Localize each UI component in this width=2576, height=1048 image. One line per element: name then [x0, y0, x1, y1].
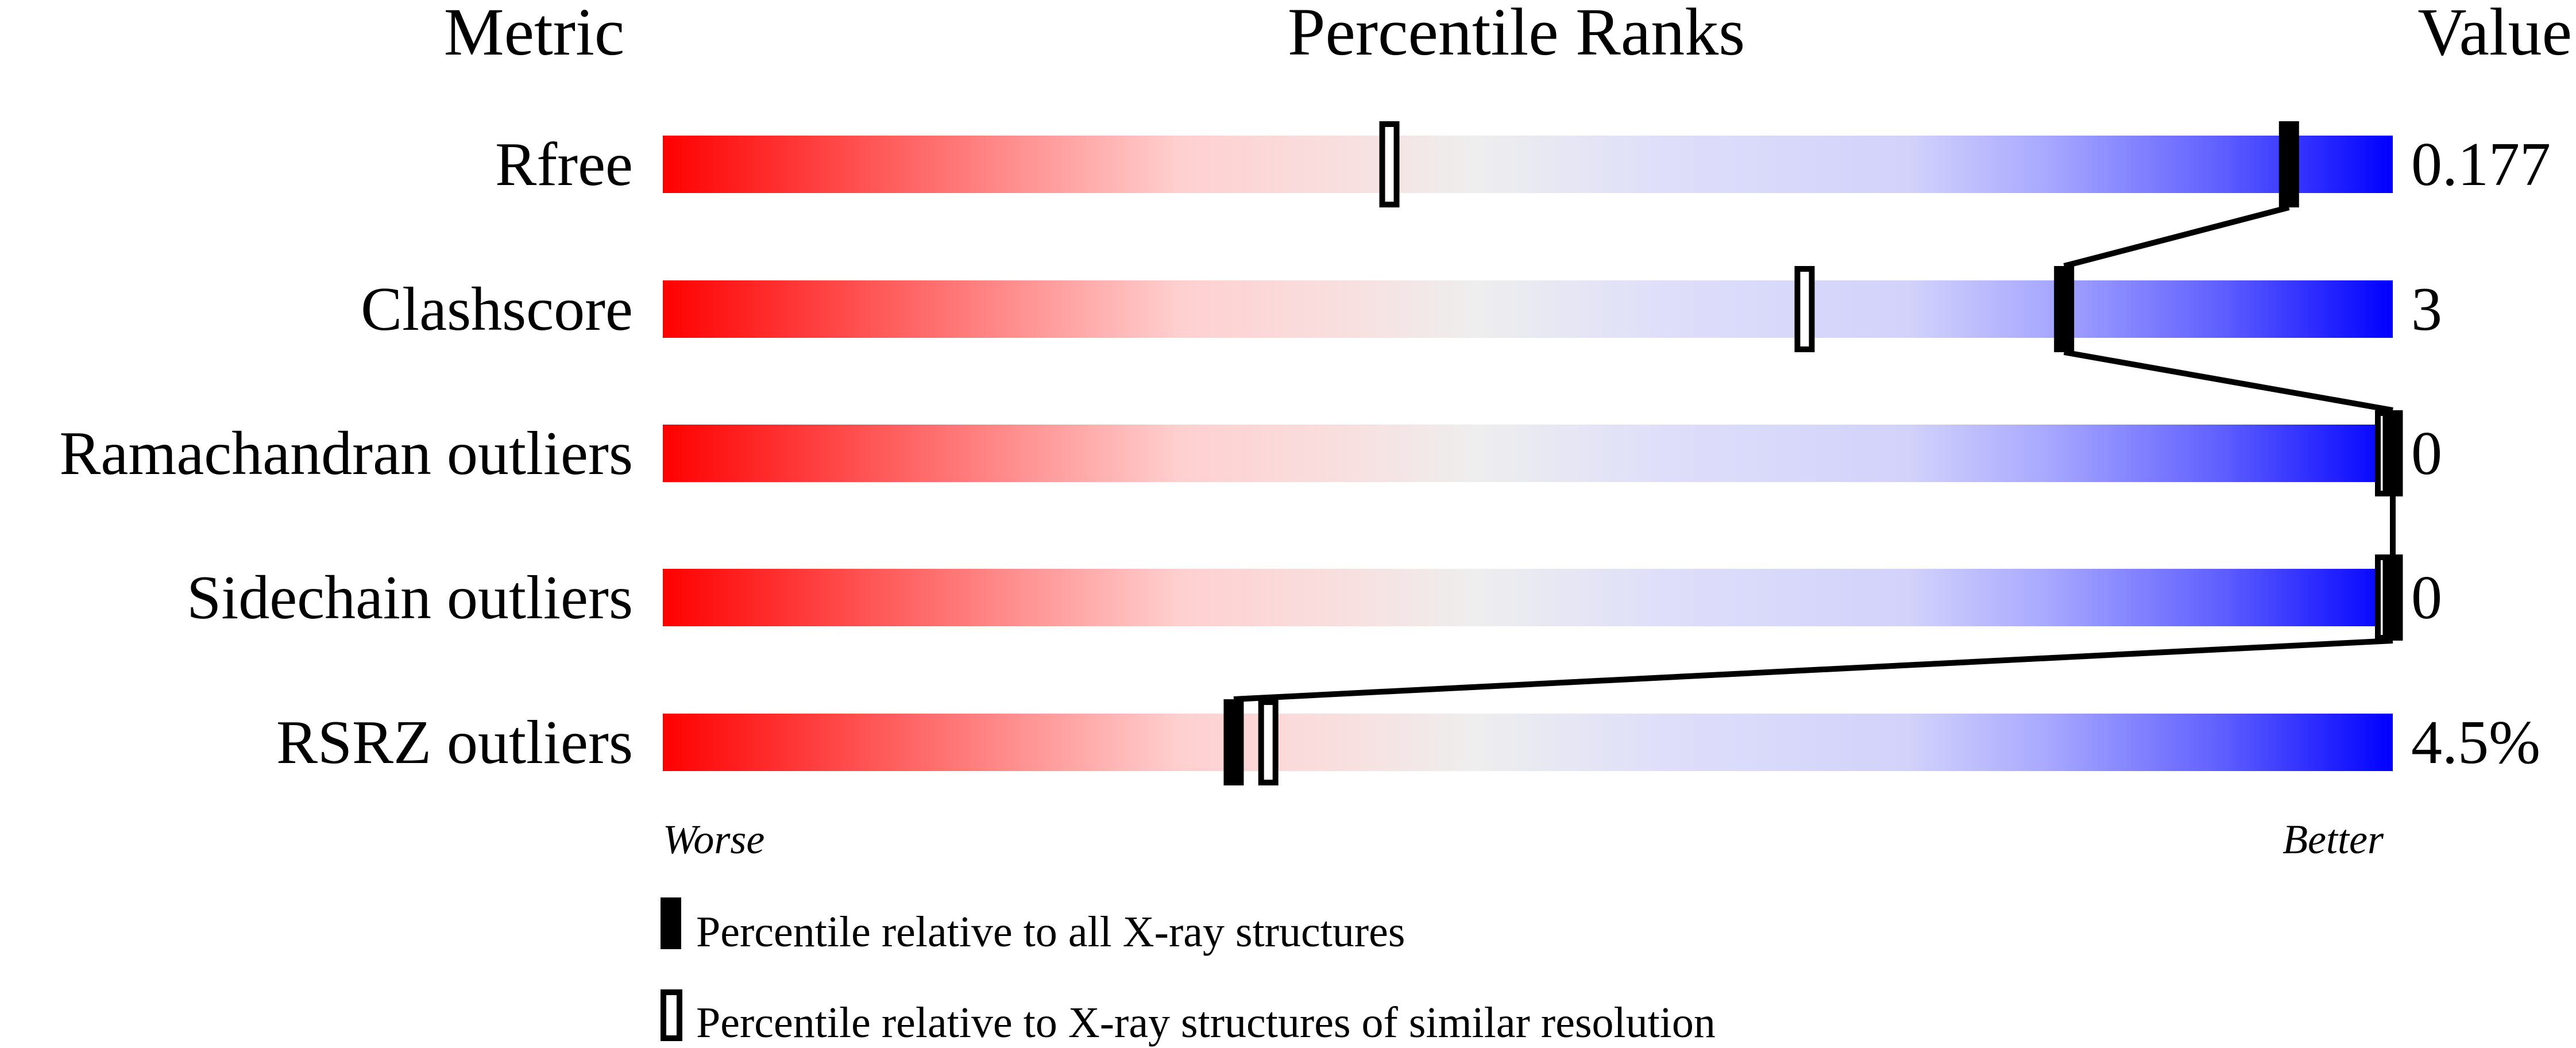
percentile-bar: [663, 569, 2393, 626]
similar-resolution-marker: [1794, 266, 1815, 352]
metric-label: Sidechain outliers: [187, 564, 633, 632]
percentile-markers: [1223, 121, 2403, 785]
percentile-bar: [663, 425, 2393, 482]
header-value: Value: [2417, 0, 2572, 70]
percentile-bar: [663, 136, 2393, 193]
legend-filled-marker-icon: [661, 897, 681, 949]
metric-value: 0.177: [2411, 130, 2551, 199]
all-structures-marker: [2382, 554, 2403, 641]
axis-label-worse: Worse: [663, 816, 764, 862]
all-structures-marker: [1223, 699, 1244, 785]
legend-label-similar: Percentile relative to X-ray structures …: [696, 999, 1716, 1047]
connector-lines: [1233, 205, 2396, 702]
metric-label: RSRZ outliers: [276, 708, 633, 777]
connector-line: [1233, 638, 2393, 702]
header-metric: Metric: [444, 0, 625, 70]
axis-label-better: Better: [2283, 816, 2384, 862]
percentile-bar: [663, 714, 2393, 771]
metric-rows: Rfree 0.177 Clashscore 3 Ramachandran outlie…: [59, 130, 2551, 777]
metric-label: Ramachandran outliers: [59, 419, 633, 488]
metric-value: 0: [2411, 564, 2442, 632]
all-structures-marker: [2278, 121, 2299, 207]
metric-value: 0: [2411, 419, 2442, 488]
metric-label: Clashscore: [361, 275, 633, 344]
percentile-bar: [663, 280, 2393, 338]
metric-label: Rfree: [495, 130, 633, 199]
connector-line: [2063, 349, 2393, 413]
similar-resolution-marker: [1258, 699, 1279, 785]
all-structures-marker: [2382, 410, 2403, 496]
similar-resolution-marker: [1379, 121, 1400, 207]
all-structures-marker: [2054, 266, 2075, 352]
metric-value: 3: [2411, 275, 2442, 344]
connector-line: [2063, 205, 2290, 269]
metric-value: 4.5%: [2411, 708, 2540, 777]
legend-open-marker-icon: [661, 989, 682, 1041]
header-percentile-ranks: Percentile Ranks: [1288, 0, 1745, 70]
legend-label-all: Percentile relative to all X-ray structu…: [696, 908, 1405, 956]
